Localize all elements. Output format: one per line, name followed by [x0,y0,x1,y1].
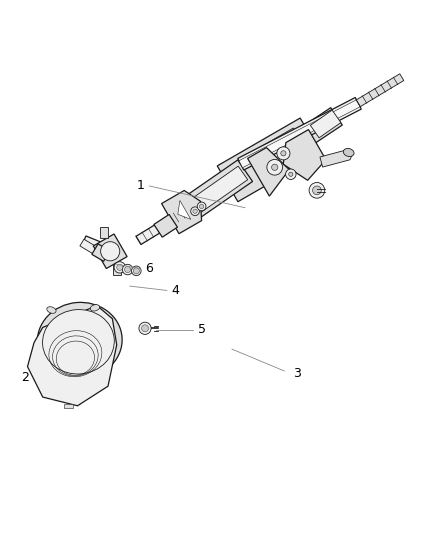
Text: 3: 3 [293,367,301,379]
Circle shape [199,204,204,208]
Polygon shape [320,150,353,167]
Polygon shape [178,200,191,220]
Circle shape [267,159,283,175]
Circle shape [277,147,290,160]
Polygon shape [28,305,117,406]
Text: 6: 6 [145,262,153,275]
Polygon shape [80,239,106,259]
Polygon shape [311,110,341,138]
Polygon shape [82,236,102,252]
Polygon shape [217,118,321,201]
Polygon shape [247,148,289,196]
Polygon shape [181,160,253,221]
Polygon shape [154,214,177,237]
Circle shape [124,266,131,272]
Polygon shape [100,228,108,238]
Polygon shape [93,234,127,269]
Polygon shape [248,128,307,179]
Ellipse shape [90,305,100,311]
Circle shape [133,268,139,274]
Polygon shape [191,166,247,213]
Circle shape [309,182,325,198]
Circle shape [131,266,141,276]
Ellipse shape [37,302,122,378]
Circle shape [114,262,125,273]
Circle shape [193,209,197,213]
Polygon shape [64,403,73,408]
Text: 5: 5 [198,323,205,336]
Text: 1: 1 [137,180,145,192]
Polygon shape [113,264,120,275]
Polygon shape [283,130,326,180]
Text: 4: 4 [172,284,180,297]
Polygon shape [238,98,361,170]
Circle shape [197,202,206,211]
Circle shape [286,169,296,180]
Polygon shape [162,190,201,233]
Circle shape [141,325,148,332]
Polygon shape [239,100,360,168]
Polygon shape [356,74,404,107]
Ellipse shape [42,310,114,374]
Circle shape [101,241,120,261]
Ellipse shape [47,306,56,313]
Circle shape [281,151,286,156]
Circle shape [139,322,151,334]
Circle shape [272,164,278,171]
Circle shape [289,172,293,176]
Circle shape [117,264,123,270]
Polygon shape [136,206,191,245]
Polygon shape [292,108,343,151]
Circle shape [122,264,133,275]
Text: 2: 2 [21,371,29,384]
Ellipse shape [343,148,354,157]
Polygon shape [92,244,110,261]
Circle shape [313,186,321,195]
Circle shape [191,207,199,215]
